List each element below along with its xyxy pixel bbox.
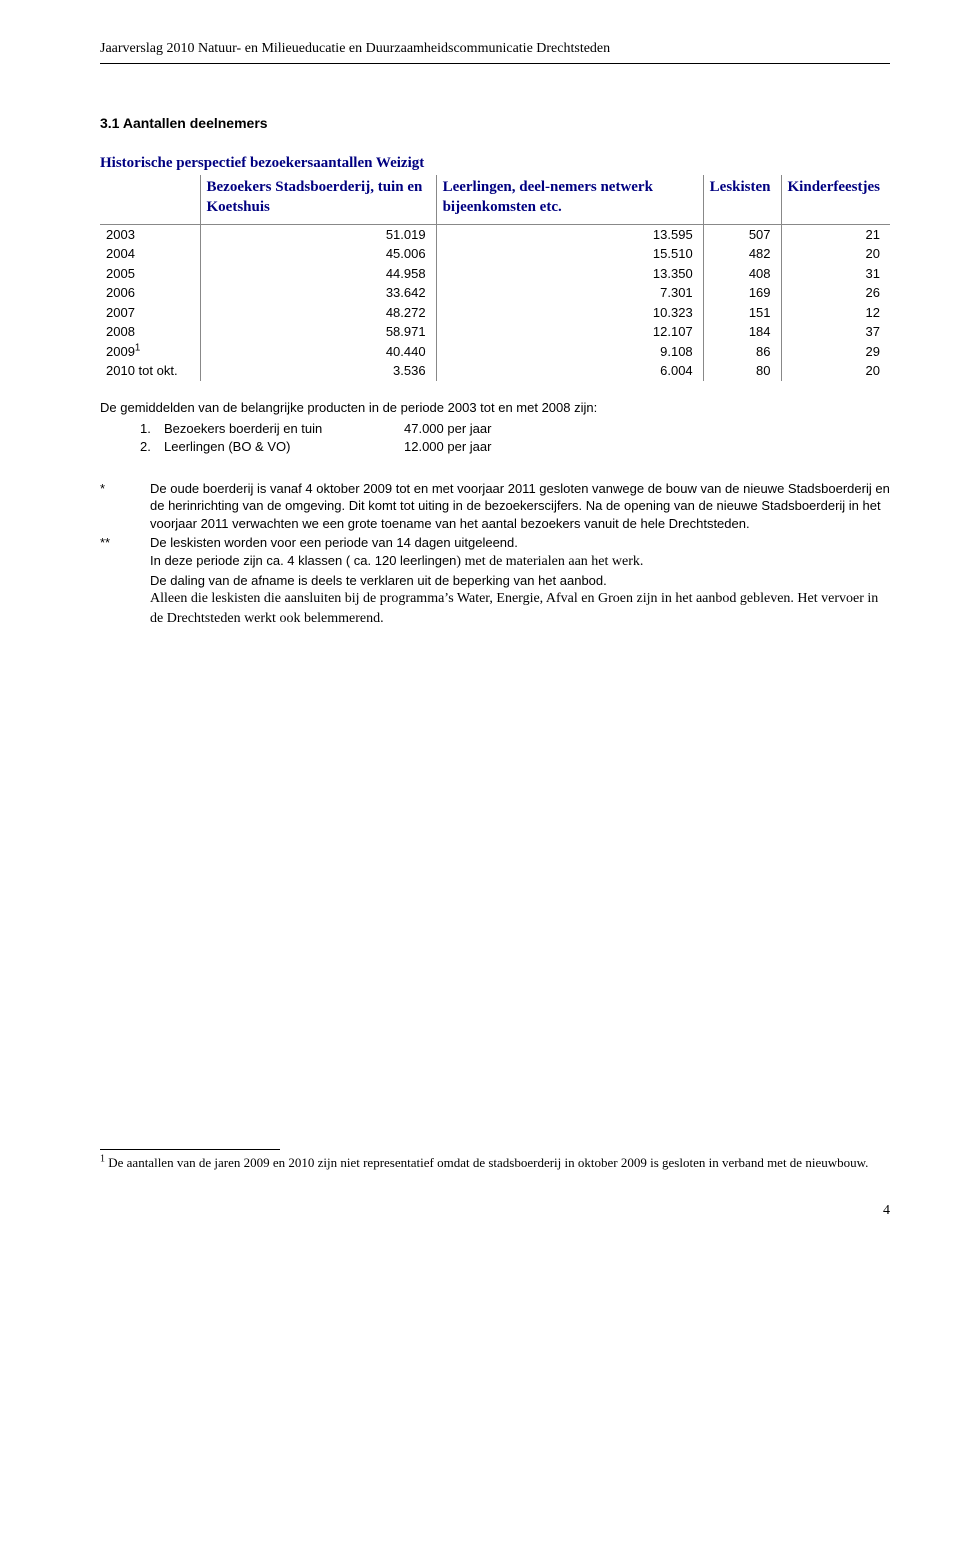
cell-value: 21 <box>781 224 890 244</box>
cell-value: 184 <box>703 322 781 342</box>
cell-value: 507 <box>703 224 781 244</box>
cell-value: 51.019 <box>200 224 436 244</box>
list-value: 47.000 per jaar <box>404 420 491 438</box>
cell-value: 169 <box>703 283 781 303</box>
table-row: 2009140.4409.1088629 <box>100 342 890 362</box>
cell-value: 48.272 <box>200 303 436 323</box>
list-item: 1. Bezoekers boerderij en tuin 47.000 pe… <box>140 420 890 438</box>
list-number: 1. <box>140 420 164 438</box>
cell-year: 20091 <box>100 342 200 362</box>
note-body: De oude boerderij is vanaf 4 oktober 200… <box>150 480 890 533</box>
averages-list: 1. Bezoekers boerderij en tuin 47.000 pe… <box>100 420 890 455</box>
col-header-kinderfeestjes: Kinderfeestjes <box>781 175 890 224</box>
cell-value: 58.971 <box>200 322 436 342</box>
cell-value: 31 <box>781 264 890 284</box>
footnote-separator <box>100 1149 280 1150</box>
list-item: 2. Leerlingen (BO & VO) 12.000 per jaar <box>140 438 890 456</box>
note-body: De leskisten worden voor een periode van… <box>150 534 890 629</box>
averages-intro: De gemiddelden van de belangrijke produc… <box>100 399 890 417</box>
cell-value: 10.323 <box>436 303 703 323</box>
col-header-blank <box>100 175 200 224</box>
table-row: 2010 tot okt.3.5366.0048020 <box>100 361 890 381</box>
note-marker: * <box>100 480 150 533</box>
notes-block: * De oude boerderij is vanaf 4 oktober 2… <box>100 480 890 629</box>
table-header-row: Bezoekers Stadsboerderij, tuin en Koetsh… <box>100 175 890 224</box>
cell-value: 12.107 <box>436 322 703 342</box>
cell-value: 482 <box>703 244 781 264</box>
col-header-bezoekers: Bezoekers Stadsboerderij, tuin en Koetsh… <box>200 175 436 224</box>
cell-value: 13.595 <box>436 224 703 244</box>
cell-value: 15.510 <box>436 244 703 264</box>
list-label: Bezoekers boerderij en tuin <box>164 420 404 438</box>
cell-value: 13.350 <box>436 264 703 284</box>
cell-value: 7.301 <box>436 283 703 303</box>
section-title: 3.1 Aantallen deelnemers <box>100 114 890 133</box>
col-header-leskisten: Leskisten <box>703 175 781 224</box>
list-label: Leerlingen (BO & VO) <box>164 438 404 456</box>
list-number: 2. <box>140 438 164 456</box>
cell-value: 20 <box>781 361 890 381</box>
footnote-text: De aantallen van de jaren 2009 en 2010 z… <box>108 1155 868 1170</box>
page-number: 4 <box>100 1202 890 1221</box>
cell-value: 151 <box>703 303 781 323</box>
table-row: 200633.6427.30116926 <box>100 283 890 303</box>
cell-value: 3.536 <box>200 361 436 381</box>
table-row: 200544.95813.35040831 <box>100 264 890 284</box>
cell-value: 29 <box>781 342 890 362</box>
cell-year: 2006 <box>100 283 200 303</box>
cell-value: 33.642 <box>200 283 436 303</box>
cell-value: 80 <box>703 361 781 381</box>
table-row: 200858.97112.10718437 <box>100 322 890 342</box>
cell-value: 408 <box>703 264 781 284</box>
cell-value: 9.108 <box>436 342 703 362</box>
cell-value: 12 <box>781 303 890 323</box>
cell-year: 2010 tot okt. <box>100 361 200 381</box>
list-value: 12.000 per jaar <box>404 438 491 456</box>
note-marker: ** <box>100 534 150 629</box>
table-row: 200445.00615.51048220 <box>100 244 890 264</box>
header-rule <box>100 63 890 64</box>
cell-year: 2004 <box>100 244 200 264</box>
footnote-number: 1 <box>100 1154 105 1165</box>
cell-value: 20 <box>781 244 890 264</box>
note-row: ** De leskisten worden voor een periode … <box>100 534 890 629</box>
document-header: Jaarverslag 2010 Natuur- en Milieueducat… <box>100 40 890 59</box>
table-row: 200748.27210.32315112 <box>100 303 890 323</box>
cell-value: 86 <box>703 342 781 362</box>
cell-year: 2007 <box>100 303 200 323</box>
cell-value: 45.006 <box>200 244 436 264</box>
cell-year: 2005 <box>100 264 200 284</box>
cell-value: 40.440 <box>200 342 436 362</box>
data-table: Bezoekers Stadsboerderij, tuin en Koetsh… <box>100 175 890 381</box>
footnote: 1 De aantallen van de jaren 2009 en 2010… <box>100 1154 890 1172</box>
cell-value: 37 <box>781 322 890 342</box>
table-row: 200351.01913.59550721 <box>100 224 890 244</box>
col-header-leerlingen: Leerlingen, deel-nemers netwerk bijeenko… <box>436 175 703 224</box>
cell-value: 44.958 <box>200 264 436 284</box>
cell-value: 6.004 <box>436 361 703 381</box>
cell-value: 26 <box>781 283 890 303</box>
cell-year: 2008 <box>100 322 200 342</box>
note-row: * De oude boerderij is vanaf 4 oktober 2… <box>100 480 890 533</box>
table-title: Historische perspectief bezoekersaantall… <box>100 153 890 173</box>
cell-year: 2003 <box>100 224 200 244</box>
